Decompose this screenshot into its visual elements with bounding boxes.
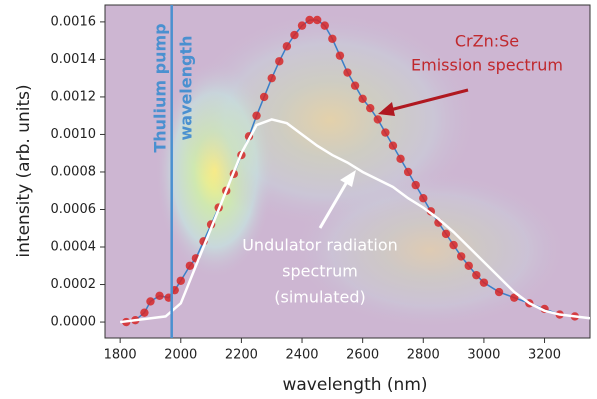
data-point (313, 16, 321, 24)
data-point (480, 278, 488, 286)
data-point (268, 74, 276, 82)
data-point (381, 128, 389, 136)
data-point (389, 142, 397, 150)
data-point (177, 277, 185, 285)
y-tick-label: 0.0000 (51, 315, 97, 330)
x-tick-label: 2600 (346, 348, 379, 363)
data-point (343, 68, 351, 76)
data-point (283, 42, 291, 50)
data-point (457, 252, 465, 260)
y-tick-label: 0.0012 (51, 89, 97, 104)
annotation: Emission spectrum (411, 56, 563, 75)
x-tick-label: 2000 (164, 348, 197, 363)
x-tick-label: 2200 (225, 348, 258, 363)
annotation: Thulium pump (151, 23, 170, 152)
y-tick-label: 0.0004 (51, 240, 97, 255)
y-tick-label: 0.0014 (51, 52, 97, 67)
data-point (495, 288, 503, 296)
annotation: spectrum (282, 262, 358, 281)
x-tick-label: 2800 (407, 348, 440, 363)
x-tick-label: 3200 (528, 348, 561, 363)
data-point (290, 31, 298, 39)
data-point (472, 271, 480, 279)
data-point (374, 115, 382, 123)
y-axis-label: intensity (arb. units) (14, 84, 34, 257)
data-point (366, 104, 374, 112)
data-point (140, 308, 148, 316)
data-point (449, 241, 457, 249)
data-point (442, 230, 450, 238)
data-point (358, 95, 366, 103)
data-point (298, 21, 306, 29)
data-point (305, 16, 313, 24)
x-axis-label: wavelength (nm) (282, 375, 427, 395)
annotation: CrZn:Se (455, 32, 519, 51)
data-point (412, 181, 420, 189)
data-point (155, 292, 163, 300)
data-point (146, 297, 154, 305)
annotation: wavelength (177, 35, 196, 140)
data-point (404, 168, 412, 176)
annotation: Undulator radiation (242, 236, 398, 255)
y-tick-label: 0.0010 (51, 127, 97, 142)
data-point (351, 81, 359, 89)
data-point (321, 21, 329, 29)
annotation: (simulated) (274, 288, 366, 307)
y-tick-label: 0.0016 (51, 14, 97, 29)
x-tick-label: 1800 (104, 348, 137, 363)
data-point (465, 262, 473, 270)
data-point (396, 155, 404, 163)
chart: wavelength (nm) intensity (arb. units) 1… (0, 0, 597, 399)
data-point (336, 51, 344, 59)
y-tick-label: 0.0002 (51, 277, 97, 292)
data-point (419, 194, 427, 202)
data-point (260, 93, 268, 101)
data-point (186, 262, 194, 270)
y-tick-label: 0.0006 (51, 202, 97, 217)
y-tick-label: 0.0008 (51, 164, 97, 179)
data-point (275, 57, 283, 65)
data-point (252, 111, 260, 119)
x-tick-label: 3000 (467, 348, 500, 363)
data-point (328, 35, 336, 43)
x-tick-label: 2400 (285, 348, 318, 363)
